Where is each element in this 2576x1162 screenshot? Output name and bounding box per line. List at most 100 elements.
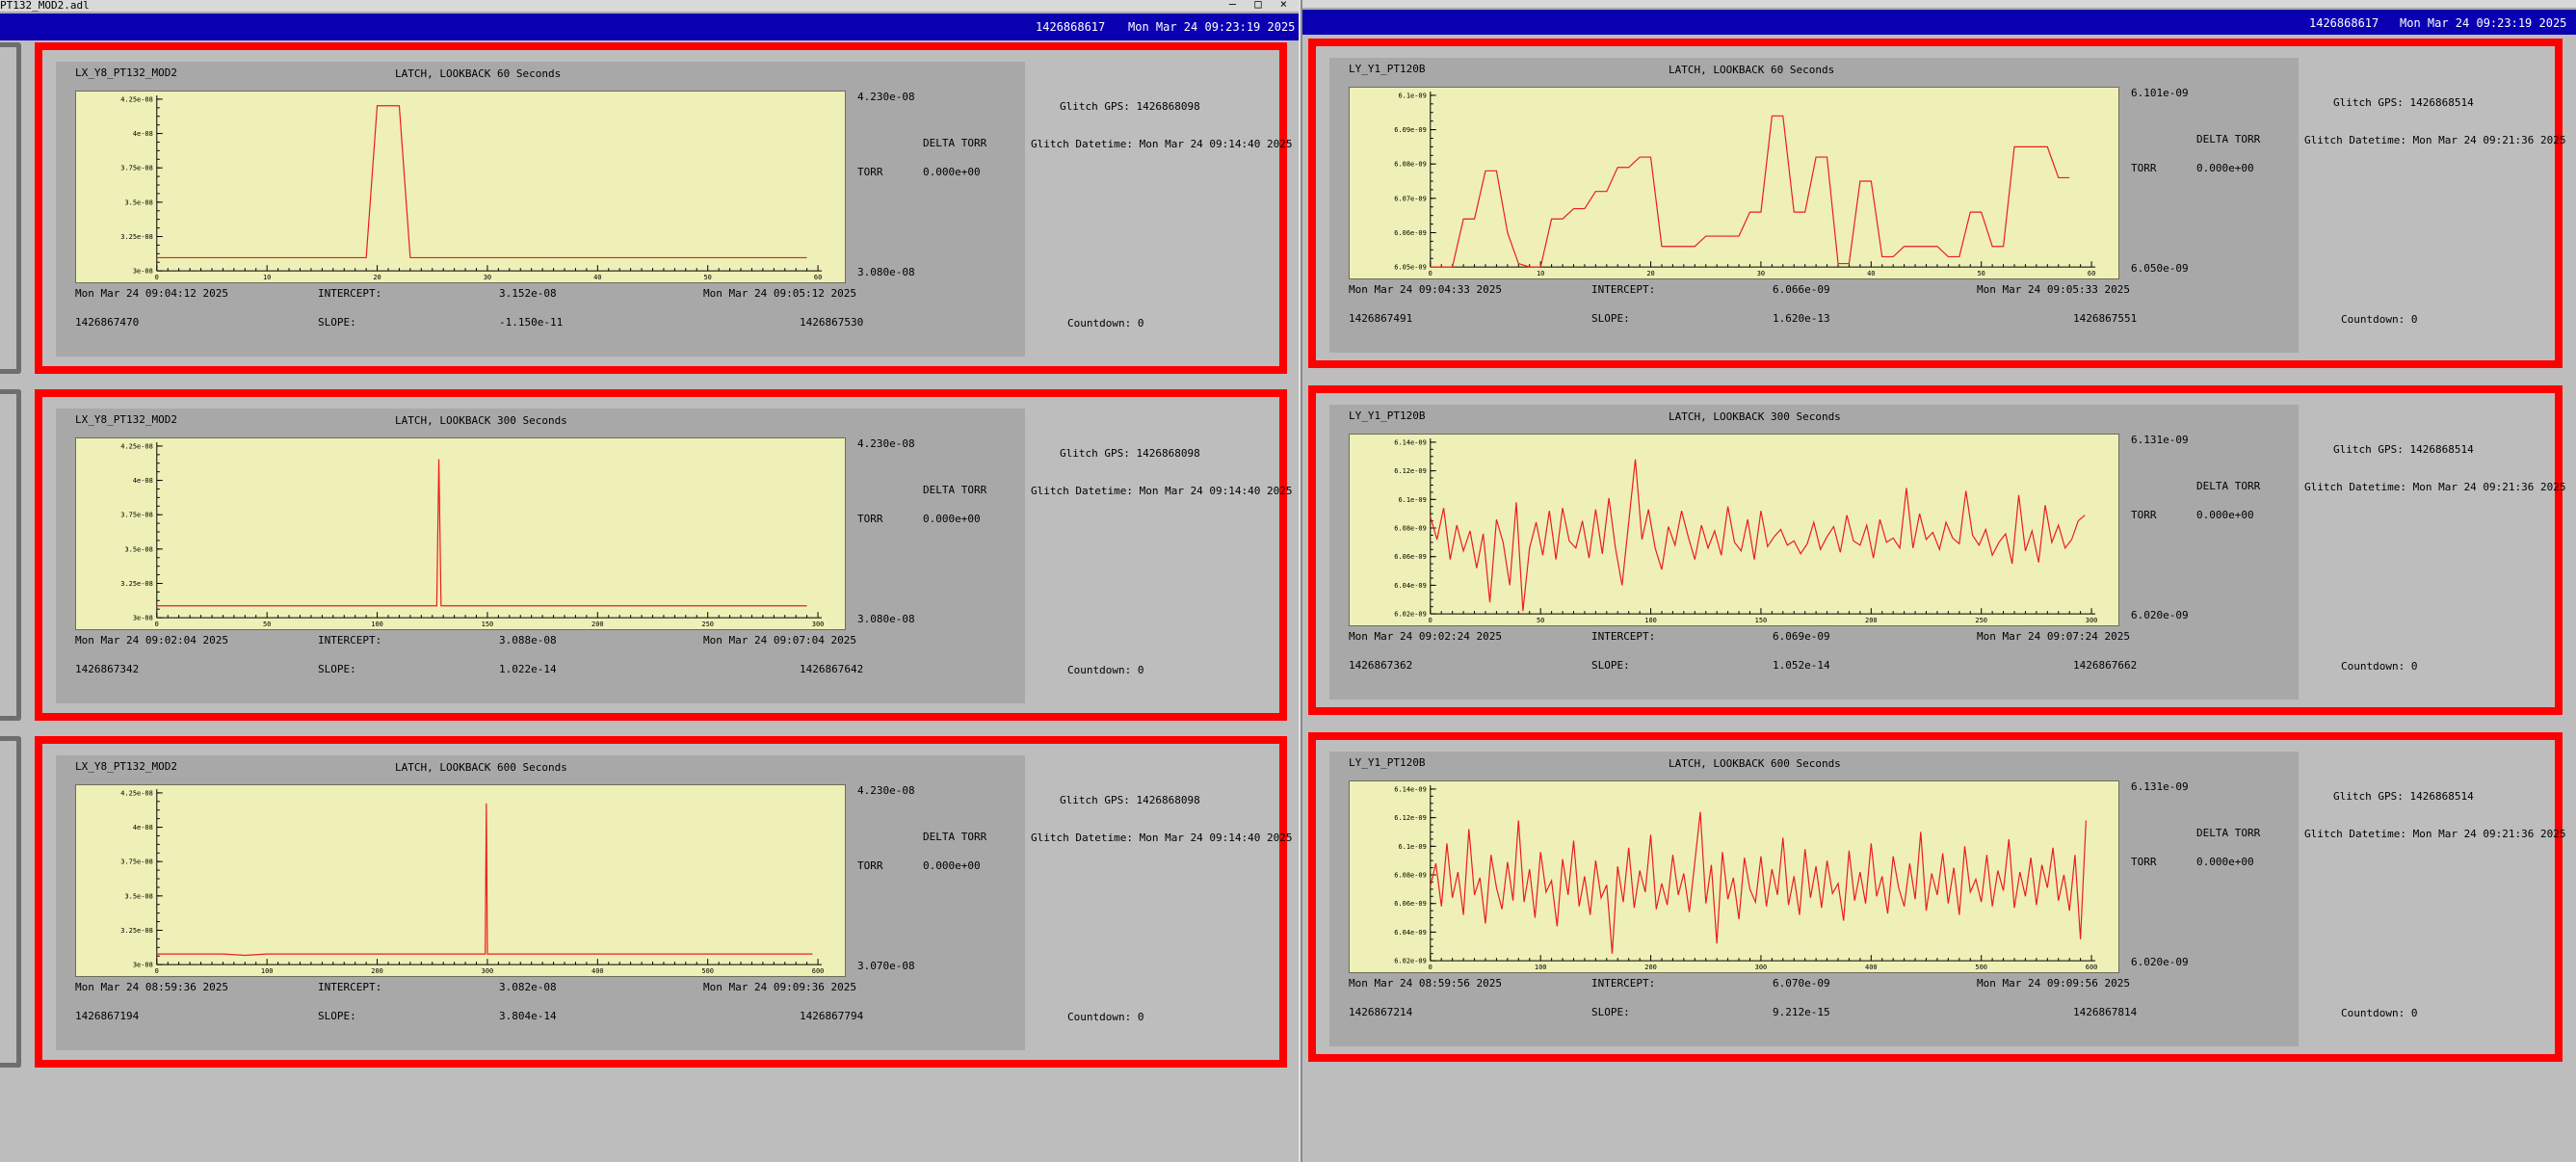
x-tick-label: 60 xyxy=(2088,270,2095,277)
intercept-value: 3.082e-08 xyxy=(499,981,557,993)
glitch-datetime: Glitch Datetime: Mon Mar 24 09:21:36 202… xyxy=(2304,828,2566,840)
slope-label: SLOPE: xyxy=(318,316,356,329)
glitch-gps: Glitch GPS: 1426868098 xyxy=(1060,100,1200,113)
y-tick-label: 4e-08 xyxy=(133,130,153,138)
glitch-panel: LX_Y8_PT132_MOD2 LATCH, LOOKBACK 300 Seco… xyxy=(35,389,1293,721)
header-bar: 1426868617 Mon Mar 24 09:23:19 2025 xyxy=(1302,10,2576,35)
glitch-panel: LY_Y1_PT120B LATCH, LOOKBACK 300 Seconds 0… xyxy=(1308,385,2566,715)
channel-name: LY_Y1_PT120B xyxy=(1349,409,1426,422)
y-tick-label: 6.06e-09 xyxy=(1394,900,1427,908)
y-tick-label: 6.08e-09 xyxy=(1394,161,1427,169)
start-datetime: Mon Mar 24 08:59:36 2025 xyxy=(75,981,228,993)
header-gps: 1426868617 xyxy=(1036,20,1106,34)
y-min-label: 3.070e-08 xyxy=(857,960,915,972)
x-tick-label: 10 xyxy=(263,274,271,281)
slope-label: SLOPE: xyxy=(1591,312,1630,325)
end-gps: 1426867530 xyxy=(800,316,864,329)
delta-label: DELTA TORR xyxy=(923,484,987,496)
unit-label: TORR xyxy=(2131,162,2157,174)
y-min-label: 3.080e-08 xyxy=(857,613,915,625)
y-tick-label: 3.5e-08 xyxy=(124,198,152,206)
x-tick-label: 0 xyxy=(1429,964,1433,971)
delta-value: 0.000e+00 xyxy=(923,166,981,178)
y-tick-label: 6.05e-09 xyxy=(1394,264,1427,272)
offscreen-panel-edge xyxy=(0,736,21,1068)
end-datetime: Mon Mar 24 09:09:36 2025 xyxy=(703,981,856,993)
x-tick-label: 500 xyxy=(1975,964,1987,971)
glitch-datetime: Glitch Datetime: Mon Mar 24 09:14:40 202… xyxy=(1031,485,1293,497)
start-datetime: Mon Mar 24 09:04:33 2025 xyxy=(1349,283,1502,296)
end-gps: 1426867814 xyxy=(2073,1006,2138,1018)
line-chart: 0 10 20 30 40 50 60 6.1e-09 6.09e-09 6.08e-09 6.07… xyxy=(1349,87,2119,279)
y-tick-label: 3e-08 xyxy=(133,615,153,622)
end-datetime: Mon Mar 24 09:07:04 2025 xyxy=(703,634,856,647)
intercept-label: INTERCEPT: xyxy=(1591,283,1656,296)
end-datetime: Mon Mar 24 09:05:12 2025 xyxy=(703,287,856,300)
x-tick-label: 200 xyxy=(371,967,383,975)
start-gps: 1426867194 xyxy=(75,1010,140,1022)
intercept-label: INTERCEPT: xyxy=(318,634,382,647)
channel-name: LX_Y8_PT132_MOD2 xyxy=(75,413,177,426)
y-tick-label: 3.5e-08 xyxy=(124,892,152,900)
y-tick-label: 3.25e-08 xyxy=(120,927,153,935)
y-tick-label: 6.08e-09 xyxy=(1394,872,1427,880)
y-tick-label: 6.12e-09 xyxy=(1394,467,1427,475)
channel-name: LY_Y1_PT120B xyxy=(1349,756,1426,769)
x-tick-label: 250 xyxy=(701,621,714,628)
header-datetime: Mon Mar 24 09:23:19 2025 xyxy=(1128,20,1296,34)
chart-svg: 0 50 100 150 200 250 300 6.14e-09 6.12e-09 6.1e-0… xyxy=(1394,437,2097,624)
x-tick-label: 0 xyxy=(155,274,159,281)
end-gps: 1426867794 xyxy=(800,1010,864,1022)
y-tick-label: 3e-08 xyxy=(133,962,153,969)
window-titlebar[interactable]: PT132_MOD2.adl – □ × xyxy=(0,0,1299,13)
delta-label: DELTA TORR xyxy=(923,831,987,843)
x-tick-label: 200 xyxy=(591,621,604,628)
unit-label: TORR xyxy=(2131,856,2157,868)
y-tick-label: 6.02e-09 xyxy=(1394,611,1427,619)
start-gps: 1426867342 xyxy=(75,663,140,675)
delta-value: 0.000e+00 xyxy=(923,513,981,525)
x-tick-label: 600 xyxy=(812,967,825,975)
slope-label: SLOPE: xyxy=(318,1010,356,1022)
delta-label: DELTA TORR xyxy=(2196,827,2261,839)
x-tick-label: 300 xyxy=(812,621,825,628)
x-tick-label: 60 xyxy=(814,274,822,281)
x-tick-label: 30 xyxy=(1757,270,1765,277)
delta-label: DELTA TORR xyxy=(923,137,987,149)
header-datetime: Mon Mar 24 09:23:19 2025 xyxy=(2400,16,2567,30)
y-tick-label: 3e-08 xyxy=(133,268,153,276)
start-datetime: Mon Mar 24 08:59:56 2025 xyxy=(1349,977,1502,990)
y-max-label: 4.230e-08 xyxy=(857,91,915,103)
intercept-value: 6.066e-09 xyxy=(1773,283,1830,296)
y-tick-label: 6.04e-09 xyxy=(1394,929,1427,937)
end-datetime: Mon Mar 24 09:07:24 2025 xyxy=(1977,630,2130,643)
y-tick-label: 6.06e-09 xyxy=(1394,553,1427,561)
slope-label: SLOPE: xyxy=(318,663,356,675)
y-tick-label: 6.07e-09 xyxy=(1394,195,1427,202)
slope-value: 1.022e-14 xyxy=(499,663,557,675)
x-tick-label: 50 xyxy=(1977,270,1985,277)
panel-plot-area: LY_Y1_PT120B LATCH, LOOKBACK 60 Seconds 0 1… xyxy=(1329,58,2299,353)
countdown: Countdown: 0 xyxy=(1067,317,1144,330)
window-controls-icon[interactable]: – □ × xyxy=(1228,0,1293,11)
x-tick-label: 100 xyxy=(371,621,383,628)
series-line xyxy=(1430,115,2070,268)
countdown: Countdown: 0 xyxy=(1067,664,1144,676)
start-datetime: Mon Mar 24 09:04:12 2025 xyxy=(75,287,228,300)
intercept-value: 3.152e-08 xyxy=(499,287,557,300)
intercept-value: 3.088e-08 xyxy=(499,634,557,647)
y-tick-label: 6.08e-09 xyxy=(1394,525,1427,533)
y-min-label: 6.020e-09 xyxy=(2131,609,2189,621)
y-tick-label: 6.1e-09 xyxy=(1398,92,1426,99)
line-chart: 0 100 200 300 400 500 600 4.25e-08 4e-08 3.75e-08… xyxy=(75,784,846,977)
glitch-datetime: Glitch Datetime: Mon Mar 24 09:21:36 202… xyxy=(2304,481,2566,493)
chart-svg: 0 100 200 300 400 500 600 4.25e-08 4e-08 3.75e-08… xyxy=(120,788,825,975)
end-datetime: Mon Mar 24 09:05:33 2025 xyxy=(1977,283,2130,296)
unit-label: TORR xyxy=(857,513,883,525)
slope-value: 1.620e-13 xyxy=(1773,312,1830,325)
y-tick-label: 4.25e-08 xyxy=(120,442,153,450)
unit-label: TORR xyxy=(857,166,883,178)
window-titlebar[interactable] xyxy=(1302,0,2576,9)
channel-name: LX_Y8_PT132_MOD2 xyxy=(75,66,177,79)
plot-title: LATCH, LOOKBACK 300 Seconds xyxy=(395,414,567,427)
